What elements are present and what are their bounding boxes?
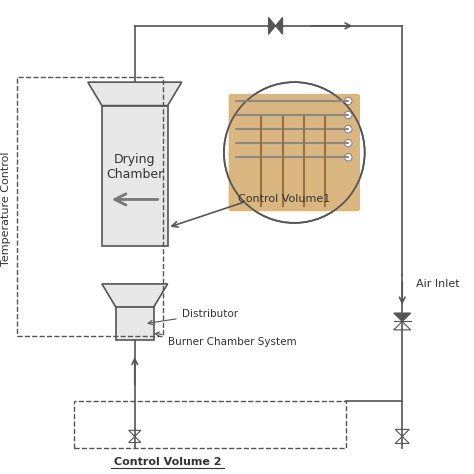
Polygon shape xyxy=(395,437,409,444)
Text: Drying
Chamber: Drying Chamber xyxy=(106,153,164,181)
Circle shape xyxy=(345,154,352,161)
Bar xyxy=(116,307,154,340)
FancyBboxPatch shape xyxy=(228,94,360,211)
Text: Burner Chamber System: Burner Chamber System xyxy=(155,332,296,347)
Bar xyxy=(74,401,346,448)
Text: Control Volume1: Control Volume1 xyxy=(238,194,330,204)
Text: Distributor: Distributor xyxy=(148,309,238,325)
Circle shape xyxy=(224,82,365,223)
Text: Temperature Control: Temperature Control xyxy=(1,152,11,266)
Circle shape xyxy=(345,139,352,147)
Bar xyxy=(18,77,163,336)
Polygon shape xyxy=(88,82,182,106)
Polygon shape xyxy=(275,18,283,34)
Polygon shape xyxy=(394,321,410,330)
Polygon shape xyxy=(128,430,141,437)
Circle shape xyxy=(345,125,352,133)
Polygon shape xyxy=(128,437,141,443)
Text: Air Inlet: Air Inlet xyxy=(416,279,460,289)
Polygon shape xyxy=(395,429,409,437)
Polygon shape xyxy=(394,313,410,321)
Circle shape xyxy=(345,97,352,105)
Text: Control Volume 2: Control Volume 2 xyxy=(114,457,221,467)
Polygon shape xyxy=(268,18,275,34)
Polygon shape xyxy=(102,284,168,307)
Circle shape xyxy=(345,111,352,119)
Bar xyxy=(102,106,168,246)
